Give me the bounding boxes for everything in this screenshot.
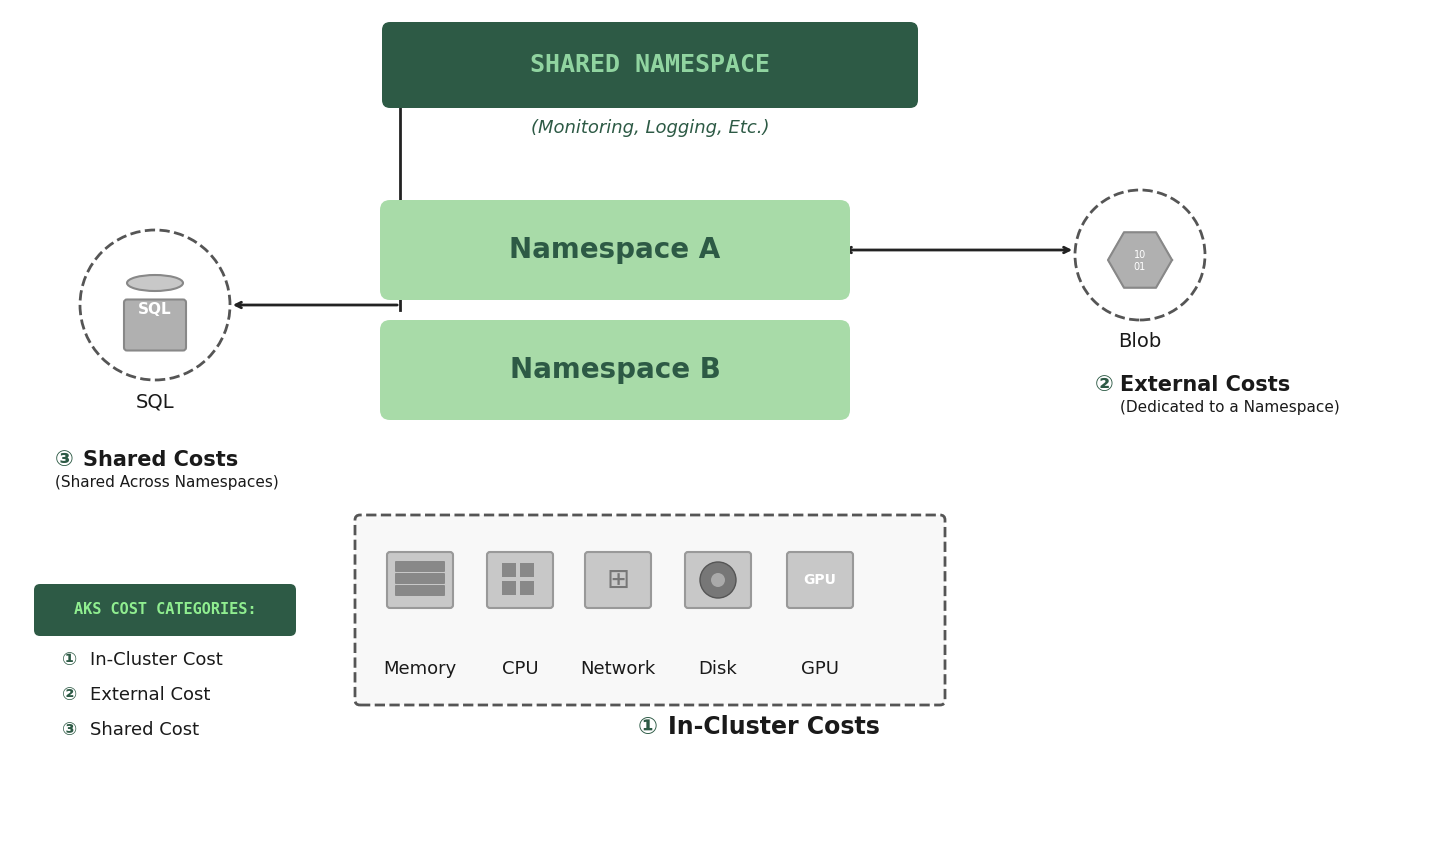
Text: (Monitoring, Logging, Etc.): (Monitoring, Logging, Etc.) xyxy=(531,119,769,137)
FancyBboxPatch shape xyxy=(585,552,651,608)
Text: In-Cluster Cost: In-Cluster Cost xyxy=(89,651,223,669)
FancyBboxPatch shape xyxy=(382,22,919,108)
Text: Namespace A: Namespace A xyxy=(510,236,720,264)
Text: ①: ① xyxy=(638,715,658,739)
Ellipse shape xyxy=(127,275,183,291)
Text: ②: ② xyxy=(62,686,78,704)
FancyBboxPatch shape xyxy=(35,584,297,636)
Text: In-Cluster Costs: In-Cluster Costs xyxy=(668,715,880,739)
FancyBboxPatch shape xyxy=(788,552,852,608)
Text: Shared Costs: Shared Costs xyxy=(84,450,238,470)
FancyBboxPatch shape xyxy=(487,552,553,608)
Polygon shape xyxy=(1107,232,1172,288)
Bar xyxy=(520,581,534,595)
Text: CPU: CPU xyxy=(501,660,539,678)
Text: (Shared Across Namespaces): (Shared Across Namespaces) xyxy=(55,475,279,490)
FancyBboxPatch shape xyxy=(685,552,752,608)
Text: GPU: GPU xyxy=(804,573,837,587)
FancyBboxPatch shape xyxy=(387,552,454,608)
FancyBboxPatch shape xyxy=(356,515,945,705)
Text: Blob: Blob xyxy=(1119,332,1162,351)
Circle shape xyxy=(711,573,724,587)
Text: Memory: Memory xyxy=(383,660,456,678)
Text: ③: ③ xyxy=(62,721,78,739)
FancyBboxPatch shape xyxy=(124,300,186,351)
Text: ⊞: ⊞ xyxy=(606,566,629,594)
Text: SQL: SQL xyxy=(138,302,171,317)
Text: External Cost: External Cost xyxy=(89,686,210,704)
Text: External Costs: External Costs xyxy=(1120,375,1290,395)
Text: Namespace B: Namespace B xyxy=(510,356,720,384)
Text: GPU: GPU xyxy=(801,660,840,678)
Bar xyxy=(503,581,516,595)
FancyBboxPatch shape xyxy=(395,573,445,584)
FancyBboxPatch shape xyxy=(395,585,445,596)
Text: AKS COST CATEGORIES:: AKS COST CATEGORIES: xyxy=(73,602,256,618)
Bar xyxy=(520,563,534,577)
Text: Network: Network xyxy=(580,660,655,678)
Text: SQL: SQL xyxy=(135,392,174,411)
FancyBboxPatch shape xyxy=(380,200,850,300)
Text: 10: 10 xyxy=(1133,250,1146,260)
Bar xyxy=(503,563,516,577)
Text: Disk: Disk xyxy=(698,660,737,678)
Text: Shared Cost: Shared Cost xyxy=(89,721,199,739)
Text: ①: ① xyxy=(62,651,78,669)
Text: ③: ③ xyxy=(55,450,73,470)
Text: SHARED NAMESPACE: SHARED NAMESPACE xyxy=(530,53,770,77)
FancyBboxPatch shape xyxy=(395,561,445,572)
Text: 01: 01 xyxy=(1133,262,1146,272)
Text: ②: ② xyxy=(1094,375,1115,395)
Circle shape xyxy=(700,562,736,598)
FancyBboxPatch shape xyxy=(380,320,850,420)
Text: (Dedicated to a Namespace): (Dedicated to a Namespace) xyxy=(1120,400,1339,415)
